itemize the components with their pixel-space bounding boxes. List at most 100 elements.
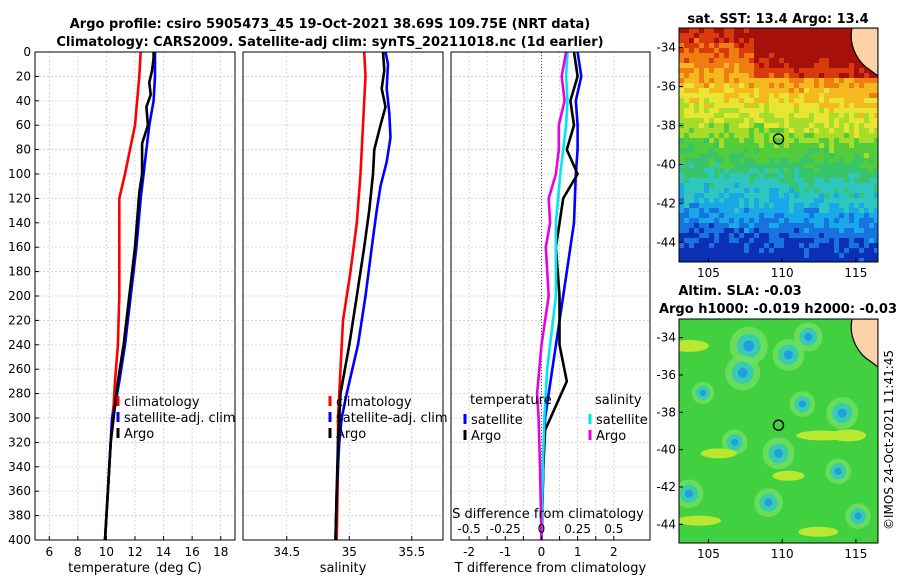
map-cell: [809, 128, 815, 134]
map-cell: [734, 73, 740, 79]
map-cell: [844, 98, 850, 104]
map-cell: [699, 113, 705, 119]
map-cell: [834, 223, 840, 229]
map-cell: [744, 28, 750, 34]
map-cell: [684, 133, 690, 139]
map-cell: [679, 48, 685, 54]
map-cell: [719, 78, 725, 84]
map-cell: [784, 83, 790, 89]
map-cell: [814, 33, 820, 39]
map-cell: [814, 143, 820, 149]
map-cell: [759, 73, 765, 79]
map-cell: [804, 143, 810, 149]
map-x-tick-label: 115: [844, 266, 867, 280]
salinity-panel: 34.5 35 35.5salinityclimatologysatellite-a…: [242, 51, 448, 576]
map-cell: [689, 248, 695, 254]
y-tick-label: 80: [16, 143, 31, 157]
map-cell: [789, 88, 795, 94]
map-cell: [739, 78, 745, 84]
map-cell: [839, 208, 845, 214]
map-cell: [734, 153, 740, 159]
map-cell: [744, 83, 750, 89]
map-cell: [849, 153, 855, 159]
map-cell: [824, 158, 830, 164]
map-cell: [844, 88, 850, 94]
map-cell: [829, 198, 835, 204]
map-cell: [729, 93, 735, 99]
map-cell: [839, 188, 845, 194]
map-cell: [744, 93, 750, 99]
map-cell: [829, 118, 835, 124]
map-cell: [694, 158, 700, 164]
map-cell: [829, 78, 835, 84]
sst-map: 105 110 115-34-36-38-40-42-44: [656, 27, 879, 280]
map-cell: [794, 48, 800, 54]
map-cell: [744, 233, 750, 239]
map-cell: [744, 238, 750, 244]
map-cell: [719, 48, 725, 54]
map-cell: [864, 128, 870, 134]
map-cell: [864, 83, 870, 89]
map-cell: [704, 213, 710, 219]
map-cell: [744, 43, 750, 49]
map-cell: [789, 118, 795, 124]
map-cell: [774, 53, 780, 59]
map-cell: [679, 248, 685, 254]
map-cell: [699, 148, 705, 154]
map-cell: [874, 138, 878, 144]
map-cell: [764, 213, 770, 219]
map-cell: [699, 193, 705, 199]
map-cell: [694, 133, 700, 139]
map-cell: [779, 188, 785, 194]
map-cell: [784, 133, 790, 139]
map-cell: [744, 143, 750, 149]
map-cell: [749, 58, 755, 64]
map-cell: [799, 78, 805, 84]
map-cell: [724, 253, 730, 259]
map-cell: [799, 108, 805, 114]
map-cell: [704, 153, 710, 159]
map-cell: [794, 173, 800, 179]
map-cell: [724, 228, 730, 234]
map-cell: [809, 98, 815, 104]
map-cell: [859, 223, 865, 229]
y-tick-label: 20: [16, 69, 31, 83]
map-cell: [849, 248, 855, 254]
map-cell: [679, 183, 685, 189]
map-cell: [809, 33, 815, 39]
map-cell: [819, 118, 825, 124]
map-cell: [839, 138, 845, 144]
map-cell: [769, 93, 775, 99]
map-cell: [829, 133, 835, 139]
map-cell: [729, 173, 735, 179]
map-cell: [844, 63, 850, 69]
map-cell: [769, 178, 775, 184]
map-cell: [809, 88, 815, 94]
map-cell: [794, 73, 800, 79]
map-cell: [764, 173, 770, 179]
map-cell: [874, 128, 878, 134]
map-cell: [774, 138, 780, 144]
map-cell: [734, 258, 740, 262]
map-cell: [824, 93, 830, 99]
map-cell: [764, 83, 770, 89]
map-cell: [854, 113, 860, 119]
map-cell: [834, 113, 840, 119]
map-cell: [814, 178, 820, 184]
map-cell: [734, 148, 740, 154]
map-cell: [849, 113, 855, 119]
map-cell: [769, 88, 775, 94]
map-cell: [714, 173, 720, 179]
map-cell: [784, 78, 790, 84]
map-cell: [689, 173, 695, 179]
map-cell: [854, 93, 860, 99]
map-cell: [859, 73, 865, 79]
map-cell: [689, 198, 695, 204]
map-cell: [874, 123, 878, 129]
map-cell: [724, 83, 730, 89]
map-cell: [764, 38, 770, 44]
map-cell: [779, 108, 785, 114]
map-cell: [834, 213, 840, 219]
map-cell: [724, 103, 730, 109]
map-cell: [744, 228, 750, 234]
